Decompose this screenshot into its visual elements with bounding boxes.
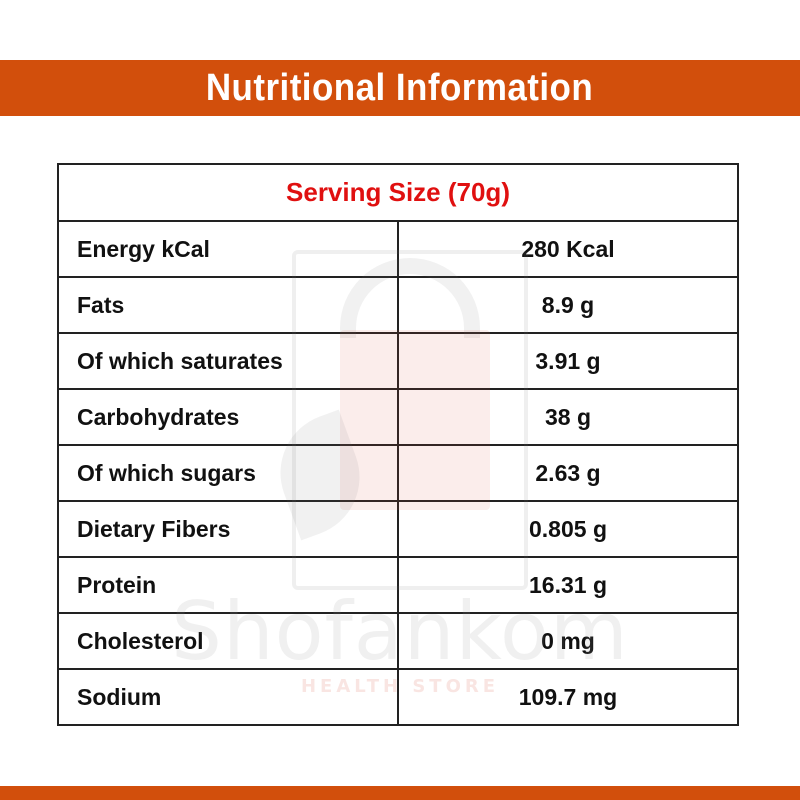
table-row: Fats 8.9 g <box>57 276 739 334</box>
nutrient-name: Fats <box>57 276 399 334</box>
table-row: Protein 16.31 g <box>57 556 739 614</box>
table-row: Of which sugars 2.63 g <box>57 444 739 502</box>
nutrient-name: Carbohydrates <box>57 388 399 446</box>
nutrient-value: 109.7 mg <box>397 668 739 726</box>
table-row: Energy kCal 280 Kcal <box>57 220 739 278</box>
nutrient-name: Dietary Fibers <box>57 500 399 558</box>
nutrition-table: Serving Size (70g) Energy kCal 280 Kcal … <box>57 163 739 726</box>
table-row: Dietary Fibers 0.805 g <box>57 500 739 558</box>
page-title: Nutritional Information <box>206 66 594 109</box>
nutrient-value: 8.9 g <box>397 276 739 334</box>
nutrient-value: 16.31 g <box>397 556 739 614</box>
nutrient-value: 280 Kcal <box>397 220 739 278</box>
nutrient-value: 38 g <box>397 388 739 446</box>
nutrient-value: 0.805 g <box>397 500 739 558</box>
nutrient-value: 0 mg <box>397 612 739 670</box>
nutrient-value: 3.91 g <box>397 332 739 390</box>
nutrient-name: Protein <box>57 556 399 614</box>
table-row: Of which saturates 3.91 g <box>57 332 739 390</box>
footer-banner <box>0 786 800 800</box>
nutrient-name: Energy kCal <box>57 220 399 278</box>
nutrient-name: Of which sugars <box>57 444 399 502</box>
nutrient-value: 2.63 g <box>397 444 739 502</box>
nutrient-name: Sodium <box>57 668 399 726</box>
serving-size-header: Serving Size (70g) <box>57 163 739 222</box>
header-banner: Nutritional Information <box>0 60 800 116</box>
nutrient-name: Of which saturates <box>57 332 399 390</box>
table-row: Carbohydrates 38 g <box>57 388 739 446</box>
table-row: Sodium 109.7 mg <box>57 668 739 726</box>
table-row: Cholesterol 0 mg <box>57 612 739 670</box>
nutrient-name: Cholesterol <box>57 612 399 670</box>
